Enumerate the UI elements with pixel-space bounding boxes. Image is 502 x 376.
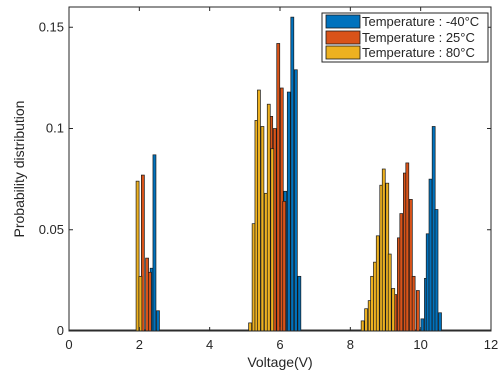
bar-series-0-13 xyxy=(434,209,439,332)
y-tick-label: 0 xyxy=(57,323,64,338)
legend-label-minus40: Temperature : -40°C xyxy=(362,14,479,29)
x-tick-label: 2 xyxy=(136,337,143,352)
bar-series-2-6 xyxy=(260,126,265,332)
bar-series-2-9 xyxy=(270,148,275,332)
x-tick-label: 0 xyxy=(65,337,72,352)
legend-swatch-minus40 xyxy=(325,14,361,29)
y-axis-label: Probability distribution xyxy=(11,101,27,238)
bar-series-0-8 xyxy=(420,318,425,332)
legend-swatch-80 xyxy=(325,45,361,60)
bar-series-1-14 xyxy=(411,275,416,332)
bar-series-0-6 xyxy=(293,69,298,332)
bar-series-2-5 xyxy=(257,89,261,332)
bar-series-2-10 xyxy=(360,320,365,332)
bars-group xyxy=(135,16,442,332)
bar-series-1-15 xyxy=(416,290,420,332)
legend-label-25: Temperature : 25°C xyxy=(362,30,475,45)
bar-series-0-1 xyxy=(152,154,157,332)
legend-swatch-25 xyxy=(325,30,361,45)
bar-series-1-5 xyxy=(276,43,281,332)
y-tick-label: 0.05 xyxy=(39,222,64,237)
bar-series-0-5 xyxy=(290,16,295,332)
y-tick-label: 0.1 xyxy=(46,121,64,136)
bar-series-2-11 xyxy=(364,308,369,332)
bar-series-2-19 xyxy=(387,253,392,332)
bar-series-0-7 xyxy=(297,275,302,332)
bar-series-2-2 xyxy=(248,322,252,332)
bar-series-0-4 xyxy=(286,91,291,332)
bar-series-2-1 xyxy=(138,275,143,332)
bar-series-1-10 xyxy=(399,213,404,332)
x-tick-label: 12 xyxy=(484,337,498,352)
y-axis-ticks: 0 0.05 0.1 0.15 xyxy=(39,19,491,338)
bar-series-2-17 xyxy=(381,168,386,332)
x-axis-ticks: 0 2 4 6 8 10 12 xyxy=(65,7,498,352)
x-tick-label: 8 xyxy=(347,337,354,352)
x-tick-label: 10 xyxy=(413,337,427,352)
x-tick-label: 4 xyxy=(206,337,213,352)
bar-series-2-8 xyxy=(266,103,271,332)
legend: Temperature : -40°C Temperature : 25°C T… xyxy=(321,12,489,63)
bar-series-2-15 xyxy=(375,235,380,332)
bar-series-1-7 xyxy=(282,201,287,332)
bar-series-2-20 xyxy=(391,288,396,332)
x-tick-label: 6 xyxy=(276,337,283,352)
bar-series-1-2 xyxy=(148,271,152,332)
y-tick-label: 0.15 xyxy=(39,19,64,34)
bar-series-0-2 xyxy=(156,310,160,332)
bar-series-0-14 xyxy=(438,312,442,332)
bar-series-0-11 xyxy=(428,178,433,332)
bar-series-1-12 xyxy=(405,162,410,332)
legend-label-80: Temperature : 80°C xyxy=(362,45,475,60)
x-axis-label: Voltage(V) xyxy=(247,354,312,370)
